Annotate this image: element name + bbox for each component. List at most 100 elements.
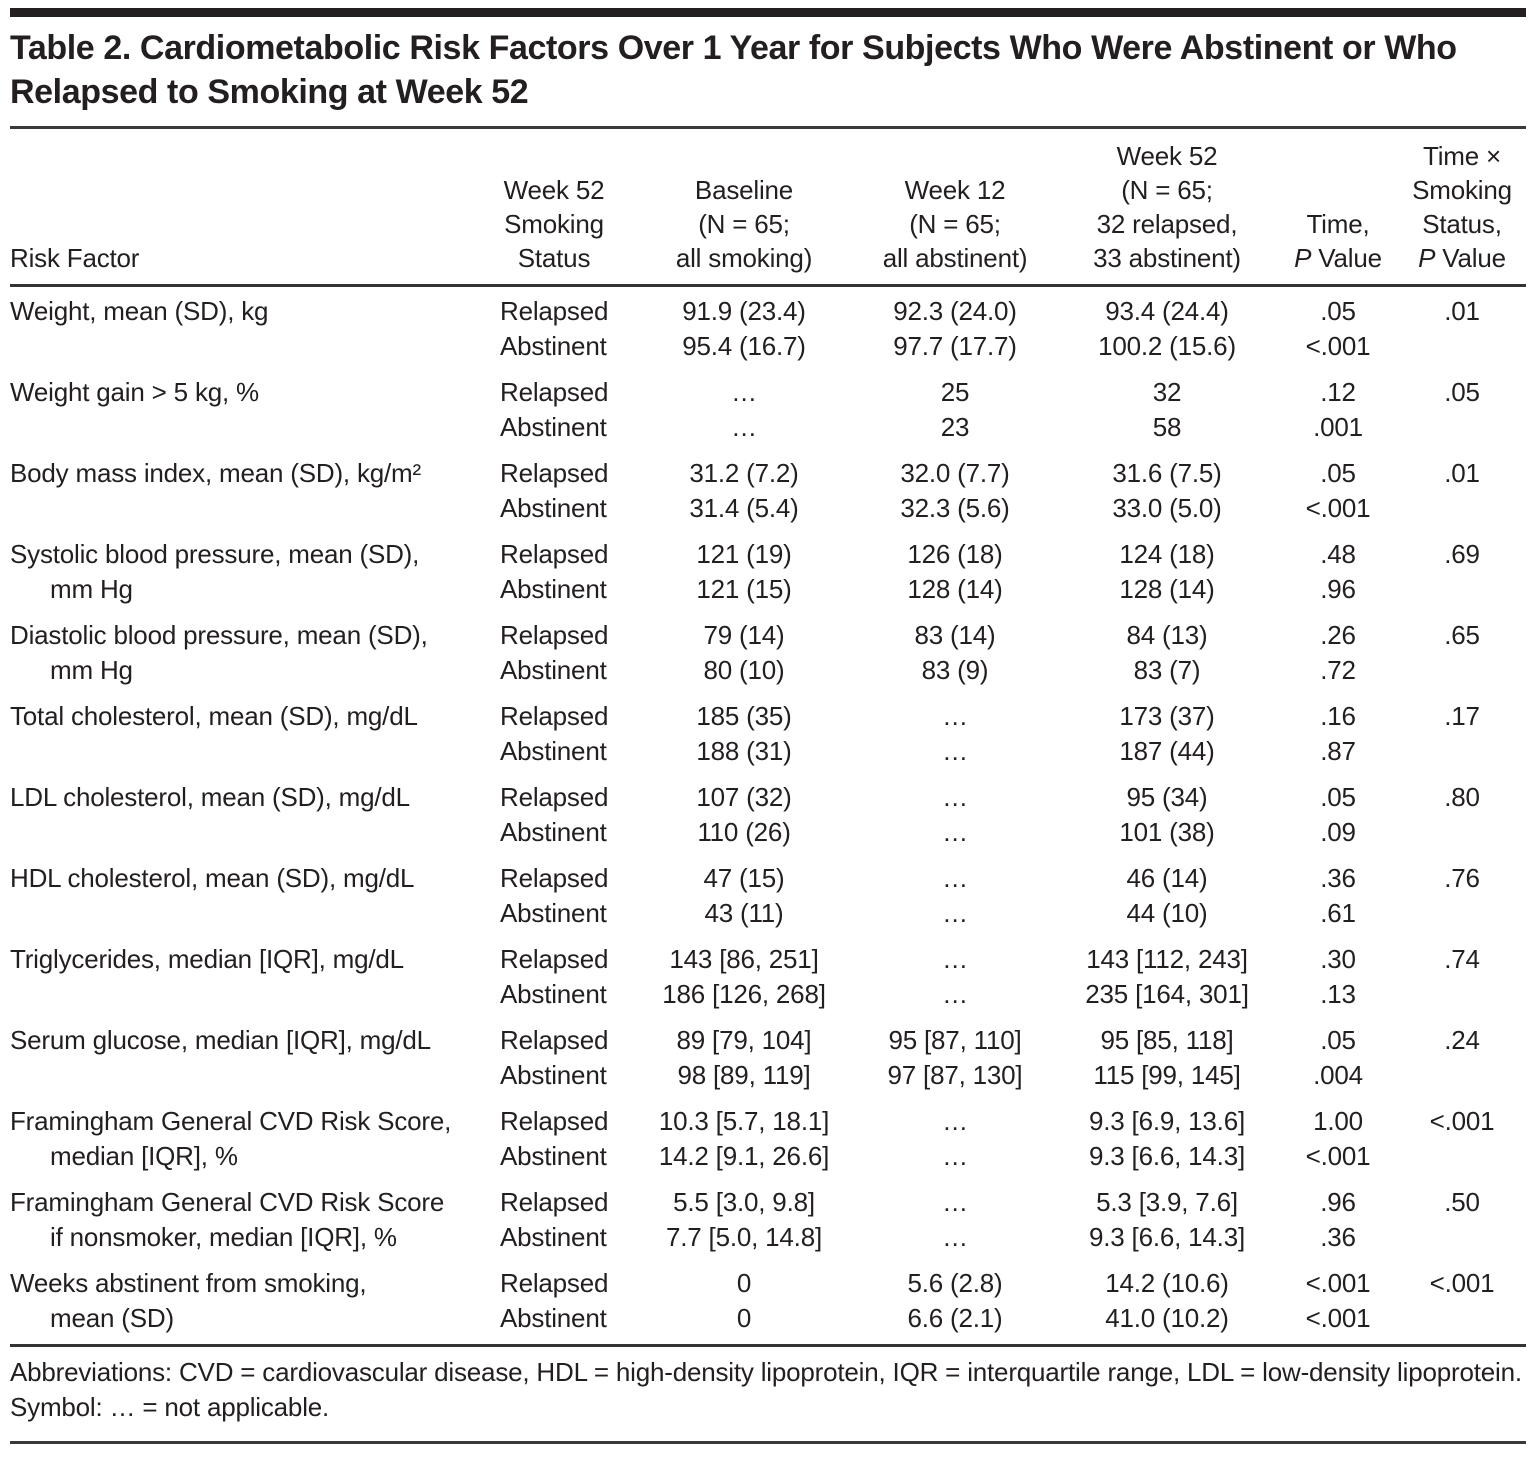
interaction-p-cell	[1398, 1220, 1526, 1255]
risk-factor-label	[10, 410, 474, 445]
table-row: Abstinent 31.4 (5.4) 32.3 (5.6) 33.0 (5.0) <…	[10, 491, 1526, 526]
week12-cell: 5.6 (2.8)	[907, 1268, 1003, 1299]
baseline-cell: 7.7 [5.0, 14.8]	[665, 1222, 822, 1253]
time-p-cell: .96	[1320, 1187, 1356, 1218]
baseline-cell: 186 [126, 268]	[662, 979, 826, 1010]
interaction-p-cell: <.001	[1429, 1106, 1495, 1137]
week12-cell: 23	[940, 412, 970, 443]
week12-cell: 83 (14)	[914, 620, 996, 651]
header-row: Risk Factor Week 52 Smoking Status Baselin…	[10, 129, 1526, 286]
week12-cell: …	[942, 1141, 968, 1172]
interaction-p-cell: .17	[1444, 701, 1480, 732]
week52-cell: 235 [164, 301]	[1085, 979, 1249, 1010]
interaction-p-cell: .65	[1444, 620, 1480, 651]
risk-factor-label: Framingham General CVD Risk Score	[10, 1187, 445, 1218]
column-header-line: Status,	[1422, 209, 1502, 240]
time-p-cell: 1.00	[1313, 1106, 1363, 1137]
time-p-cell: .87	[1320, 736, 1356, 767]
column-header-line: P Value	[1418, 243, 1506, 274]
smoking-status-cell: Abstinent	[500, 736, 607, 767]
table-row: Diastolic blood pressure, mean (SD), Rela…	[10, 607, 1526, 653]
table-bottom-divider	[10, 1344, 1526, 1348]
risk-factor-label	[10, 491, 474, 526]
interaction-p-cell	[1398, 491, 1526, 526]
symbol-note: Symbol: … = not applicable.	[10, 1392, 330, 1423]
interaction-p-cell	[1398, 653, 1526, 688]
table-top-rule	[10, 8, 1526, 17]
smoking-status-cell: Abstinent	[500, 655, 607, 686]
risk-factor-label: mean (SD)	[50, 1303, 174, 1334]
time-p-cell: <.001	[1305, 1268, 1371, 1299]
baseline-cell: 0	[736, 1268, 752, 1299]
column-header-line: Time,	[1306, 209, 1370, 240]
smoking-status-cell: Relapsed	[500, 863, 609, 894]
time-p-cell: .001	[1313, 412, 1363, 443]
risk-factor-table: Risk Factor Week 52 Smoking Status Baselin…	[10, 129, 1526, 1336]
table-row: HDL cholesterol, mean (SD), mg/dL Relapse…	[10, 850, 1526, 896]
risk-factor-label	[10, 329, 474, 364]
smoking-status-cell: Abstinent	[500, 574, 607, 605]
week52-cell: 187 (44)	[1119, 736, 1215, 767]
column-header-line: Status	[517, 243, 591, 274]
week12-cell: 6.6 (2.1)	[907, 1303, 1003, 1334]
week52-cell: 95 (34)	[1126, 782, 1208, 813]
risk-factor-group: Weight, mean (SD), kg Relapsed 91.9 (23.4)…	[10, 286, 1526, 365]
week12-cell: …	[942, 1106, 968, 1137]
time-p-cell: .48	[1320, 539, 1356, 570]
time-p-cell: .96	[1320, 574, 1356, 605]
column-header-line: (N = 65;	[698, 209, 790, 240]
risk-factor-group: Weight gain > 5 kg, % Relapsed … 25 32 .12 .05…	[10, 364, 1526, 445]
column-header-line: all smoking)	[675, 243, 813, 274]
interaction-p-cell	[1398, 1058, 1526, 1093]
week12-cell: …	[942, 863, 968, 894]
interaction-p-cell: .01	[1444, 296, 1480, 327]
smoking-status-cell: Abstinent	[500, 1303, 607, 1334]
baseline-cell: 79 (14)	[703, 620, 785, 651]
time-p-cell: .30	[1320, 944, 1356, 975]
week12-cell: 126 (18)	[907, 539, 1003, 570]
week52-cell: 33.0 (5.0)	[1112, 493, 1222, 524]
smoking-status-cell: Abstinent	[500, 1060, 607, 1091]
risk-factor-label: Weight, mean (SD), kg	[10, 296, 269, 327]
table-row: if nonsmoker, median [IQR], % Abstinent 7.…	[10, 1220, 1526, 1255]
interaction-p-cell: .24	[1444, 1025, 1480, 1056]
table-row: Abstinent … 23 58 .001	[10, 410, 1526, 445]
interaction-p-cell: .76	[1444, 863, 1480, 894]
week52-cell: 83 (7)	[1133, 655, 1201, 686]
smoking-status-cell: Abstinent	[500, 1222, 607, 1253]
smoking-status-cell: Abstinent	[500, 817, 607, 848]
week12-cell: 128 (14)	[907, 574, 1003, 605]
table-row: Abstinent 110 (26) … 101 (38) .09	[10, 815, 1526, 850]
baseline-cell: 31.2 (7.2)	[689, 458, 799, 489]
week12-cell: …	[942, 817, 968, 848]
smoking-status-cell: Relapsed	[500, 539, 609, 570]
week52-cell: 46 (14)	[1126, 863, 1208, 894]
table-row: Systolic blood pressure, mean (SD), Relap…	[10, 526, 1526, 572]
risk-factor-label: Triglycerides, median [IQR], mg/dL	[10, 944, 404, 975]
baseline-cell: 143 [86, 251]	[669, 944, 819, 975]
risk-factor-label: mm Hg	[50, 655, 133, 686]
table-row: median [IQR], % Abstinent 14.2 [9.1, 26.6]…	[10, 1139, 1526, 1174]
smoking-status-cell: Relapsed	[500, 701, 609, 732]
time-p-cell: .05	[1320, 458, 1356, 489]
risk-factor-group: Framingham General CVD Risk Score, Relaps…	[10, 1093, 1526, 1174]
baseline-cell: 0	[736, 1303, 752, 1334]
table-row: mean (SD) Abstinent 0 6.6 (2.1) 41.0 (10.2) <…	[10, 1301, 1526, 1336]
risk-factor-group: Body mass index, mean (SD), kg/m² Relapse…	[10, 445, 1526, 526]
smoking-status-cell: Relapsed	[500, 1106, 609, 1137]
week52-cell: 32	[1152, 377, 1182, 408]
column-header-line: (N = 65;	[1121, 175, 1213, 206]
table-row: Triglycerides, median [IQR], mg/dL Relaps…	[10, 931, 1526, 977]
column-header-line: Week 12	[904, 175, 1006, 206]
week52-cell: 14.2 (10.6)	[1105, 1268, 1229, 1299]
risk-factor-label: Diastolic blood pressure, mean (SD),	[10, 620, 428, 651]
column-header-week-12: Week 12 (N = 65; all abstinent)	[854, 129, 1056, 286]
smoking-status-cell: Relapsed	[500, 1025, 609, 1056]
table-row: Framingham General CVD Risk Score, Relaps…	[10, 1093, 1526, 1139]
baseline-cell: 121 (19)	[696, 539, 792, 570]
week52-cell: 5.3 [3.9, 7.6]	[1096, 1187, 1238, 1218]
smoking-status-cell: Abstinent	[500, 493, 607, 524]
week52-cell: 9.3 [6.6, 14.3]	[1088, 1141, 1245, 1172]
risk-factor-label	[10, 734, 474, 769]
week12-cell: …	[942, 898, 968, 929]
